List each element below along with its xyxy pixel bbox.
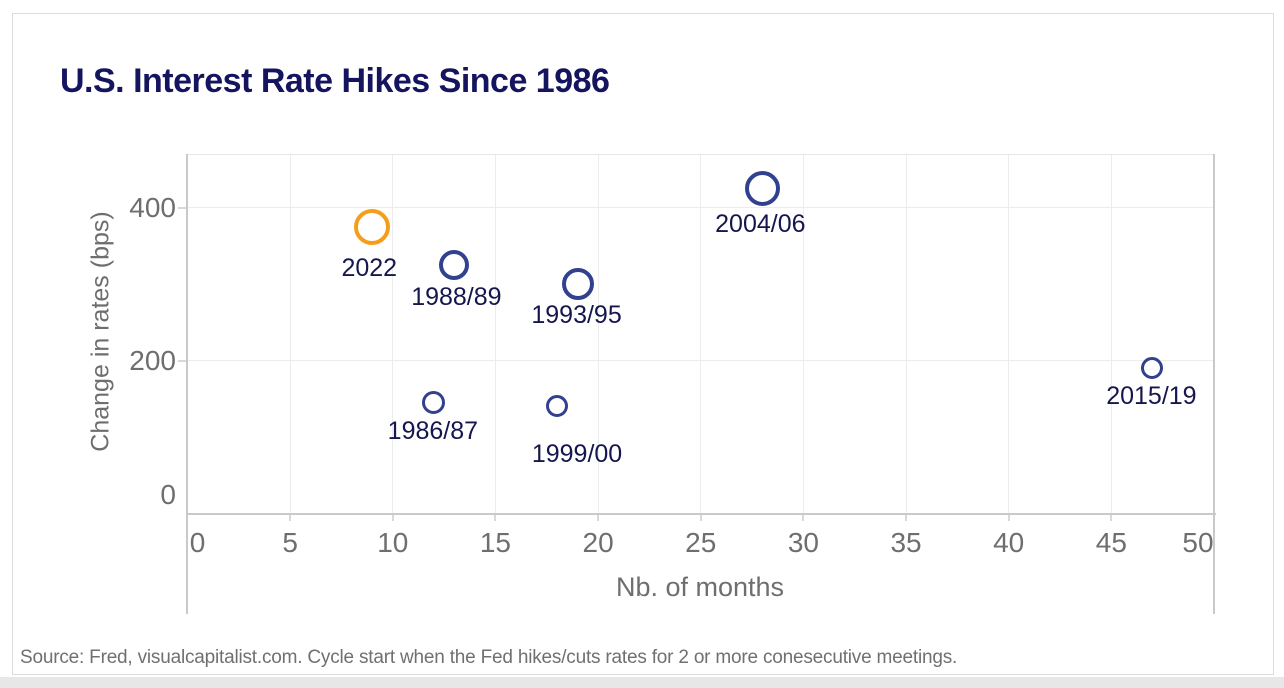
x-tick-10: 10 — [377, 527, 409, 558]
data-point-1999-00 — [546, 395, 569, 418]
gridline-h-400 — [187, 207, 1214, 209]
chart-card — [12, 13, 1274, 675]
x-tick-40: 40 — [993, 527, 1025, 558]
x-tick-mark-15 — [494, 514, 497, 521]
gridline-v-20 — [597, 154, 599, 514]
gridline-v-5 — [289, 154, 291, 514]
x-tick-50: 50 — [1182, 527, 1214, 558]
source-note: Source: Fred, visualcapitalist.com. Cycl… — [20, 647, 958, 668]
y-tick-mark-200 — [177, 359, 188, 362]
y-axis-line — [186, 154, 188, 614]
x-tick-mark-45 — [1110, 514, 1113, 521]
x-tick-mark-10 — [391, 514, 394, 521]
data-point-2022 — [354, 208, 391, 245]
data-point-2015-19 — [1141, 357, 1164, 380]
data-point-label-1999-00: 1999/00 — [531, 440, 623, 469]
plot-top-border — [187, 154, 1215, 155]
x-tick-mark-30 — [802, 514, 805, 521]
x-tick-20: 20 — [582, 527, 614, 558]
y-tick-400: 400 — [129, 191, 176, 223]
gridline-h-200 — [187, 360, 1214, 362]
x-tick-45: 45 — [1095, 527, 1127, 558]
data-point-1986-87 — [422, 391, 446, 415]
data-point-label-2015-19: 2015/19 — [1106, 382, 1197, 411]
data-point-2004-06 — [744, 170, 780, 206]
x-tick-35: 35 — [890, 527, 922, 558]
plot-right-border — [1213, 154, 1215, 614]
gridline-v-45 — [1110, 154, 1112, 514]
x-tick-mark-5 — [289, 514, 292, 521]
x-tick-30: 30 — [787, 527, 819, 558]
x-tick-mark-25 — [699, 514, 702, 521]
x-axis-line — [186, 512, 1216, 515]
x-tick-15: 15 — [479, 527, 512, 558]
data-point-label-1988-89: 1988/89 — [411, 282, 502, 311]
y-axis-title: Change in rates (bps) — [86, 211, 115, 452]
x-tick-mark-20 — [597, 514, 600, 521]
x-tick-0: 0 — [189, 527, 206, 558]
data-point-1988-89 — [439, 249, 470, 280]
x-tick-5: 5 — [282, 527, 298, 558]
x-axis-title: Nb. of months — [615, 572, 785, 602]
gridline-v-40 — [1008, 154, 1010, 514]
y-tick-200: 200 — [129, 344, 176, 376]
data-point-label-2004-06: 2004/06 — [715, 210, 806, 239]
data-point-label-2022: 2022 — [341, 253, 398, 282]
window-bottom-strip — [0, 677, 1284, 688]
y-tick-mark-400 — [177, 206, 188, 209]
gridline-v-35 — [905, 154, 907, 514]
chart-title: U.S. Interest Rate Hikes Since 1986 — [60, 62, 610, 100]
gridline-v-30 — [802, 154, 804, 514]
x-tick-mark-40 — [1007, 514, 1010, 521]
data-point-1993-95 — [561, 268, 594, 301]
data-point-label-1986-87: 1986/87 — [387, 416, 479, 445]
x-tick-mark-35 — [905, 514, 908, 521]
gridline-v-10 — [392, 154, 394, 514]
x-tick-25: 25 — [685, 527, 717, 558]
gridline-v-15 — [494, 154, 496, 514]
data-point-label-1993-95: 1993/95 — [531, 301, 622, 330]
gridline-v-25 — [700, 154, 702, 514]
y-tick-0: 0 — [160, 478, 176, 510]
